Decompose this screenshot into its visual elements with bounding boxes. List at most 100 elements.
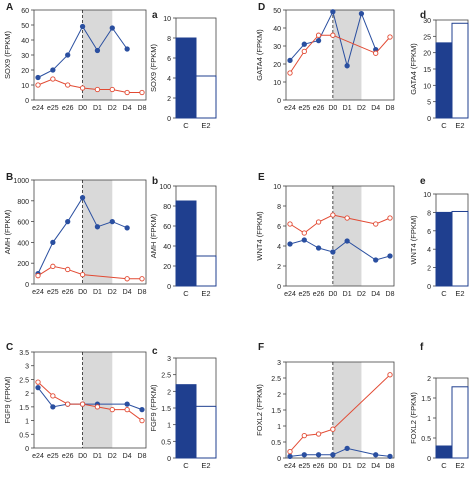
data-point-1 xyxy=(109,86,115,93)
data-point-1 xyxy=(387,372,393,378)
x-tick-label: e25 xyxy=(298,463,310,470)
x-tick-label: D1 xyxy=(343,291,352,298)
data-point-0 xyxy=(315,37,322,44)
x-tick-label: e25 xyxy=(298,291,310,298)
bar-E2 xyxy=(451,210,469,287)
data-point-1 xyxy=(330,426,336,432)
data-point-1 xyxy=(301,48,307,55)
chart-panel-A: A 0 10 20 30 40 50 60 e24 e25 e26 D0 D1 D2 D4 D8 SOX9 (F… xyxy=(3,2,147,112)
bar-C xyxy=(175,384,197,459)
shaded-region xyxy=(332,10,362,100)
y-axis-label: FOXL2 (FPKM) xyxy=(255,384,264,436)
chart-panel-B: B 0 200 400 600 800 1000 e24 e25 e26 D0 D1 D2 D4 D8 AMH… xyxy=(3,172,147,296)
y-tick-label: 2 xyxy=(167,96,171,103)
x-tick-label: e24 xyxy=(32,105,44,112)
y-tick-label: 3 xyxy=(277,360,281,367)
panel-letter: e xyxy=(420,176,426,187)
x-tick-label: D8 xyxy=(386,291,395,298)
data-point-1 xyxy=(50,263,56,269)
x-tick-label: D0 xyxy=(78,105,87,112)
y-tick-label: 8 xyxy=(167,36,171,43)
x-tick-label: D0 xyxy=(328,463,337,470)
y-tick-label: 4 xyxy=(167,76,171,83)
data-point-0 xyxy=(109,25,115,31)
x-tick-label: e24 xyxy=(284,463,296,470)
series-line-1 xyxy=(289,34,391,74)
x-category-label: C xyxy=(183,289,189,298)
y-axis-label: WNT4 (FPKM) xyxy=(409,215,418,265)
y-tick-label: 3 xyxy=(167,356,171,363)
y-tick-label: 200 xyxy=(17,261,29,268)
data-point-0 xyxy=(373,257,379,263)
panel-letter: B xyxy=(6,172,13,183)
y-tick-label: 40 xyxy=(273,26,281,33)
data-point-0 xyxy=(109,218,115,225)
y-tick-label: 8 xyxy=(277,204,281,211)
x-tick-label: e24 xyxy=(32,453,44,460)
x-tick-label: D2 xyxy=(108,105,117,112)
x-tick-label: D8 xyxy=(138,105,147,112)
shaded-region xyxy=(332,362,362,458)
y-tick-label: 0 xyxy=(277,284,281,291)
y-tick-label: 0.5 xyxy=(271,440,281,447)
data-point-0 xyxy=(287,57,293,64)
shaded-region xyxy=(332,186,362,286)
y-tick-label: 2 xyxy=(427,266,431,273)
panel-letter: b xyxy=(152,176,158,187)
y-tick-label: 3 xyxy=(25,364,29,371)
y-tick-label: 60 xyxy=(21,8,29,15)
bar-E2 xyxy=(451,22,469,119)
data-point-1 xyxy=(373,221,379,227)
y-tick-label: 20 xyxy=(21,68,29,75)
y-tick-label: 6 xyxy=(167,56,171,63)
y-tick-label: 2.5 xyxy=(271,376,281,383)
x-tick-label: D0 xyxy=(78,453,87,460)
panel-letter: D xyxy=(258,2,265,13)
data-point-1 xyxy=(65,401,71,407)
y-tick-label: 2 xyxy=(277,392,281,399)
bar-C xyxy=(435,211,453,287)
data-point-0 xyxy=(287,241,293,247)
x-tick-label: D1 xyxy=(343,463,352,470)
chart-panel-d: d 0 5 10 15 20 25 30 C E2 GATA4 (FPKM) xyxy=(409,10,469,130)
y-tick-label: 6 xyxy=(277,224,281,231)
y-tick-label: 600 xyxy=(17,220,29,227)
y-tick-label: 40 xyxy=(21,38,29,45)
bar-E2 xyxy=(195,255,217,287)
plot-frame xyxy=(33,179,147,285)
y-tick-label: 50 xyxy=(21,23,29,30)
chart-panel-e: e 0 2 4 6 8 10 C E2 WNT4 (FPKM) xyxy=(409,176,469,298)
data-point-0 xyxy=(344,445,350,452)
y-axis-label: AMH (FPKM) xyxy=(149,213,158,258)
data-point-1 xyxy=(139,417,145,424)
data-point-1 xyxy=(139,89,145,96)
data-point-0 xyxy=(50,404,56,410)
x-tick-label: e24 xyxy=(284,105,296,112)
y-tick-label: 0 xyxy=(277,456,281,463)
y-tick-label: 0 xyxy=(427,456,431,463)
data-point-1 xyxy=(301,230,307,236)
y-tick-label: 6 xyxy=(427,229,431,236)
x-tick-label: e26 xyxy=(313,463,325,470)
y-tick-label: 25 xyxy=(423,34,431,41)
x-tick-label: D8 xyxy=(386,463,395,470)
y-tick-label: 400 xyxy=(17,240,29,247)
data-point-0 xyxy=(387,453,393,460)
y-tick-label: 0.5 xyxy=(19,432,29,439)
y-tick-label: 10 xyxy=(423,192,431,199)
y-tick-label: 40 xyxy=(163,244,171,251)
y-tick-label: 30 xyxy=(21,53,29,60)
bar-C xyxy=(435,42,453,119)
y-axis-label: GATA4 (FPKM) xyxy=(409,43,418,95)
data-point-1 xyxy=(287,70,293,76)
data-point-0 xyxy=(124,225,130,231)
y-tick-label: 1 xyxy=(427,416,431,423)
y-tick-label: 1.5 xyxy=(421,396,431,403)
y-tick-label: 30 xyxy=(273,44,281,51)
y-tick-label: 20 xyxy=(273,62,281,69)
x-tick-label: D1 xyxy=(93,289,102,296)
x-tick-label: e25 xyxy=(47,289,59,296)
x-category-label: E2 xyxy=(201,289,210,298)
